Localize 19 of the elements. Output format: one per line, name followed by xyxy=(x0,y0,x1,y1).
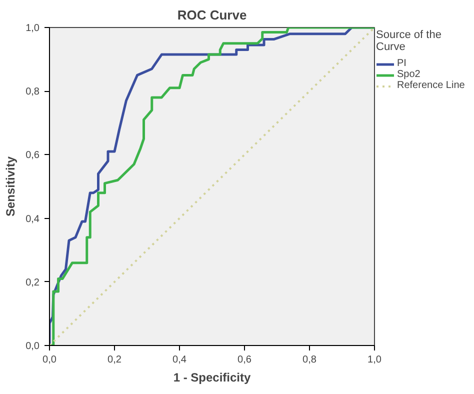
x-tick-label: 0,0 xyxy=(42,354,57,366)
y-tick-label: 0,0 xyxy=(26,341,40,352)
y-tick-label: 1,0 xyxy=(26,23,40,34)
y-tick-label: 0,4 xyxy=(26,214,40,225)
x-tick-label: 1,0 xyxy=(368,354,382,366)
x-tick-label: 0,2 xyxy=(108,354,122,366)
chart-title: ROC Curve xyxy=(177,8,247,22)
x-tick-label: 0,8 xyxy=(302,354,317,366)
x-tick-label: 0,6 xyxy=(238,354,252,366)
legend-label: Reference Line xyxy=(397,80,465,91)
legend-label: Spo2 xyxy=(397,69,420,80)
legend-title: Source of the Curve xyxy=(376,29,442,53)
x-tick-label: 0,4 xyxy=(172,354,187,366)
y-axis-title: Sensitivity xyxy=(4,156,18,217)
x-axis-title: 1 - Specificity xyxy=(173,370,252,384)
y-tick-label: 0,2 xyxy=(26,277,40,288)
y-tick-label: 0,8 xyxy=(26,86,40,98)
y-tick-label: 0,6 xyxy=(26,150,40,162)
legend-label: PI xyxy=(397,58,408,69)
